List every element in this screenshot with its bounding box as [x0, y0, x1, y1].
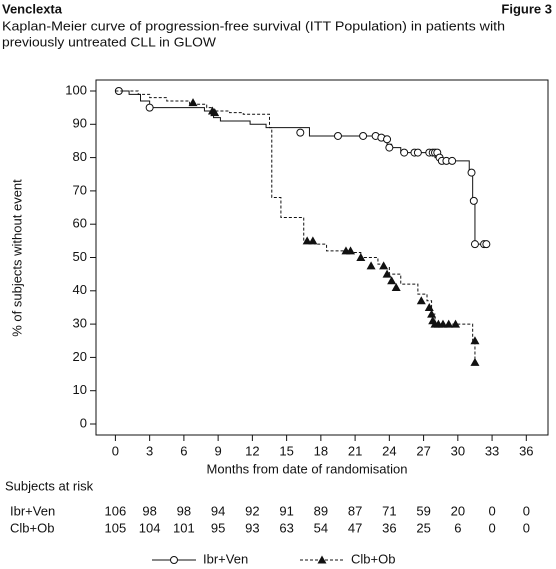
y-tick-label: 30	[73, 316, 87, 331]
risk-count: 63	[279, 520, 293, 535]
censor-marker	[145, 103, 154, 112]
censor-marker	[451, 319, 461, 328]
y-tick-label: 50	[73, 249, 87, 264]
risk-count: 101	[173, 520, 195, 535]
x-tick-label: 0	[112, 443, 119, 458]
risk-count: 0	[523, 520, 530, 535]
risk-row-label: Clb+Ob	[10, 520, 54, 535]
x-tick-label: 27	[416, 443, 430, 458]
censor-marker	[210, 108, 220, 117]
censor-marker	[438, 319, 448, 328]
x-tick-label: 21	[348, 443, 362, 458]
survival-curve	[115, 90, 487, 245]
risk-count: 25	[416, 520, 430, 535]
x-tick-label: 15	[279, 443, 293, 458]
x-tick-label: 6	[180, 443, 187, 458]
figure-label: Figure 3	[501, 1, 552, 16]
censor-marker	[427, 309, 437, 318]
censor-marker	[385, 143, 394, 152]
x-tick-label: 30	[451, 443, 465, 458]
censor-marker	[308, 236, 318, 245]
censor-marker	[467, 168, 476, 177]
censor-marker	[383, 135, 392, 144]
risk-row-label: Ibr+Ven	[10, 503, 55, 518]
risk-count: 87	[348, 503, 362, 518]
risk-count: 105	[105, 520, 127, 535]
x-tick-label: 12	[245, 443, 259, 458]
censor-marker	[382, 269, 392, 278]
risk-count: 89	[314, 503, 328, 518]
y-tick-label: 70	[73, 182, 87, 197]
brand: Venclexta	[2, 1, 63, 16]
risk-count: 98	[177, 503, 191, 518]
x-tick-label: 36	[519, 443, 533, 458]
y-tick-label: 10	[73, 382, 87, 397]
censor-marker	[470, 240, 479, 249]
censor-marker	[470, 336, 480, 345]
risk-count: 20	[451, 503, 465, 518]
risk-count: 91	[279, 503, 293, 518]
risk-count: 59	[416, 503, 430, 518]
censor-marker	[188, 98, 198, 107]
x-tick-label: 9	[215, 443, 222, 458]
censor-marker	[302, 236, 312, 245]
y-tick-label: 100	[65, 82, 87, 97]
risk-count: 54	[314, 520, 328, 535]
x-tick-label: 18	[314, 443, 328, 458]
censor-marker	[387, 276, 397, 285]
censor-marker	[424, 302, 434, 311]
risk-count: 93	[245, 520, 259, 535]
censor-marker	[333, 131, 342, 140]
censor-marker	[356, 253, 366, 261]
risk-count: 0	[488, 520, 495, 535]
x-tick-label: 24	[382, 443, 396, 458]
risk-count: 94	[211, 503, 225, 518]
risk-count: 104	[139, 520, 161, 535]
y-axis-title: % of subjects without event	[9, 179, 24, 337]
y-tick-label: 90	[73, 116, 87, 131]
legend-label: Ibr+Ven	[203, 551, 248, 566]
censor-marker	[469, 196, 478, 205]
risk-count: 71	[382, 503, 396, 518]
censor-marker	[400, 148, 409, 157]
censor-marker	[366, 261, 376, 270]
y-tick-label: 20	[73, 349, 87, 364]
censor-marker	[346, 246, 356, 255]
censor-marker	[448, 156, 457, 165]
censor-marker	[413, 148, 422, 157]
chart-title: Kaplan-Meier curve of progression-free s…	[2, 18, 505, 33]
censor-marker	[391, 282, 401, 291]
risk-count: 92	[245, 503, 259, 518]
risk-count: 0	[488, 503, 495, 518]
censor-marker	[470, 357, 480, 366]
censor-marker	[296, 128, 305, 137]
risk-count: 6	[454, 520, 461, 535]
risk-count: 106	[105, 503, 127, 518]
chart-title: previously untreated CLL in GLOW	[2, 34, 217, 49]
risk-count: 98	[142, 503, 156, 518]
y-tick-label: 60	[73, 216, 87, 231]
censor-marker	[317, 555, 327, 564]
censor-marker	[444, 319, 454, 328]
x-axis-title: Months from date of randomisation	[207, 461, 408, 476]
legend-label: Clb+Ob	[351, 551, 395, 566]
censor-marker	[416, 296, 426, 305]
y-tick-label: 0	[80, 415, 87, 430]
x-tick-label: 3	[146, 443, 153, 458]
censor-marker	[170, 556, 178, 564]
censor-marker	[482, 240, 491, 249]
censor-marker	[359, 131, 368, 140]
risk-table-title: Subjects at risk	[5, 478, 94, 493]
x-tick-label: 33	[485, 443, 499, 458]
risk-count: 47	[348, 520, 362, 535]
risk-count: 0	[523, 503, 530, 518]
risk-count: 95	[211, 520, 225, 535]
plot-frame	[95, 79, 549, 436]
survival-curve	[115, 90, 476, 365]
censor-marker	[379, 261, 389, 270]
y-tick-label: 80	[73, 149, 87, 164]
risk-count: 36	[382, 520, 396, 535]
y-tick-label: 40	[73, 282, 87, 297]
